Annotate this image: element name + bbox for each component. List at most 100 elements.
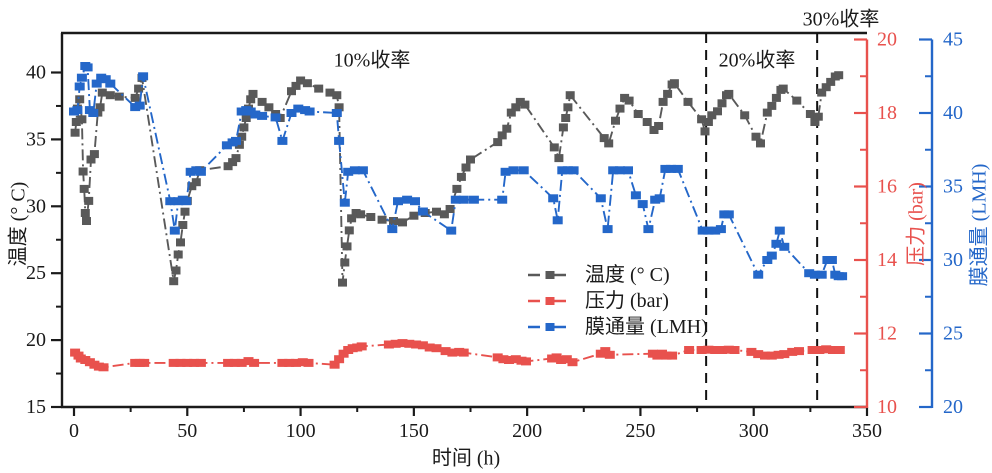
temperature-marker (520, 100, 530, 109)
flux-marker (100, 75, 111, 84)
temperature-marker (356, 210, 366, 219)
temperature-marker (239, 123, 249, 132)
flux-marker (497, 195, 508, 204)
temperature-marker (778, 84, 788, 93)
flux-marker (826, 256, 837, 264)
flux-marker (500, 167, 511, 176)
pressure-marker (710, 346, 721, 354)
flux-marker (774, 226, 785, 235)
flux-marker (548, 194, 559, 203)
pressure-marker (753, 350, 764, 359)
temperature-marker (366, 213, 376, 221)
flux-marker (468, 195, 479, 204)
temperature-marker (77, 115, 87, 124)
temperature-marker (241, 114, 251, 122)
temperature-marker (257, 97, 267, 106)
time-axis-title: 时间 (h) (431, 447, 501, 470)
legend-label-flux: 膜通量 (LMH) (585, 316, 708, 338)
temperature-marker (724, 89, 734, 98)
temperature-marker (246, 95, 256, 104)
temperature-marker (805, 110, 815, 118)
pressure-marker (404, 339, 415, 348)
pressure-marker (760, 351, 770, 360)
legend-item-flux: 膜通量 (LMH) (527, 314, 708, 340)
pressure-marker (195, 358, 206, 367)
temperature-marker (700, 127, 710, 136)
flux-marker (518, 166, 529, 175)
temperature-marker (231, 154, 241, 163)
flux-marker (762, 256, 773, 264)
temperature-marker (176, 238, 185, 247)
temperature-marker (493, 138, 503, 147)
temperature-marker (554, 154, 564, 163)
pressure-tick-label: 10 (877, 396, 897, 418)
flux-series-line (73, 64, 843, 278)
pressure-marker (417, 341, 428, 350)
flux-marker (165, 197, 176, 206)
temperature-marker (237, 132, 247, 141)
flux-marker (568, 166, 579, 175)
temperature-marker (338, 278, 347, 287)
pressure-marker (556, 356, 567, 364)
flux-marker (417, 207, 428, 216)
x-tick-label: 0 (69, 420, 79, 442)
temperature-marker (561, 114, 571, 122)
pressure-marker (703, 345, 714, 354)
temperature-marker (264, 103, 274, 112)
flux-marker (169, 226, 180, 235)
flux-marker (666, 164, 676, 173)
flux-marker (74, 82, 85, 91)
x-tick-label: 300 (739, 420, 769, 442)
flux-marker (334, 136, 345, 145)
temperature-marker (515, 97, 525, 106)
pressure-marker (567, 358, 578, 367)
temperature-marker (762, 108, 772, 117)
flux-marker (446, 226, 457, 235)
temperature-marker (173, 250, 183, 259)
temperature-marker (70, 128, 80, 137)
flux-marker (293, 104, 304, 113)
pressure-marker (729, 346, 740, 354)
pressure-tick-label: 16 (877, 176, 897, 198)
flux-marker (753, 270, 764, 279)
temperature-marker (78, 167, 88, 176)
pressure-marker (397, 339, 408, 348)
temp-tick-label: 15 (26, 396, 46, 418)
temperature-marker (89, 150, 99, 159)
temperature-marker (558, 123, 568, 132)
flux-marker (562, 166, 573, 175)
pressure-marker (723, 345, 734, 354)
temperature-marker (771, 93, 781, 102)
flux-marker (257, 111, 268, 120)
x-tick-label: 350 (852, 420, 882, 442)
temperature-marker (296, 76, 306, 85)
temperature-marker (466, 155, 475, 164)
flux-marker (195, 167, 206, 176)
flux-axis-title: 膜通量 (LMH) (968, 163, 991, 287)
pressure-marker (297, 358, 308, 367)
temperature-marker (792, 96, 802, 105)
pressure-marker (447, 348, 458, 357)
temperature-marker (826, 77, 836, 86)
temp-tick-label: 20 (26, 329, 46, 351)
flux-marker (105, 79, 116, 88)
temperature-marker (707, 111, 717, 120)
flux-tick-label: 35 (943, 176, 963, 198)
flux-marker (181, 197, 192, 206)
flux-line-sample-icon (528, 323, 572, 331)
temperature-marker (697, 115, 707, 124)
flux-marker (816, 270, 827, 279)
legend-label-pressure: 压力 (bar) (585, 290, 669, 312)
flux-marker (286, 109, 297, 117)
temperature-marker (615, 104, 625, 113)
temperature-marker (834, 71, 844, 80)
temperature-marker (642, 118, 652, 126)
flux-marker (270, 113, 281, 122)
temperature-marker (248, 89, 258, 98)
pressure-marker (561, 355, 572, 364)
pressure-marker (661, 351, 672, 360)
temperature-marker (611, 116, 620, 125)
flux-marker (221, 141, 232, 150)
